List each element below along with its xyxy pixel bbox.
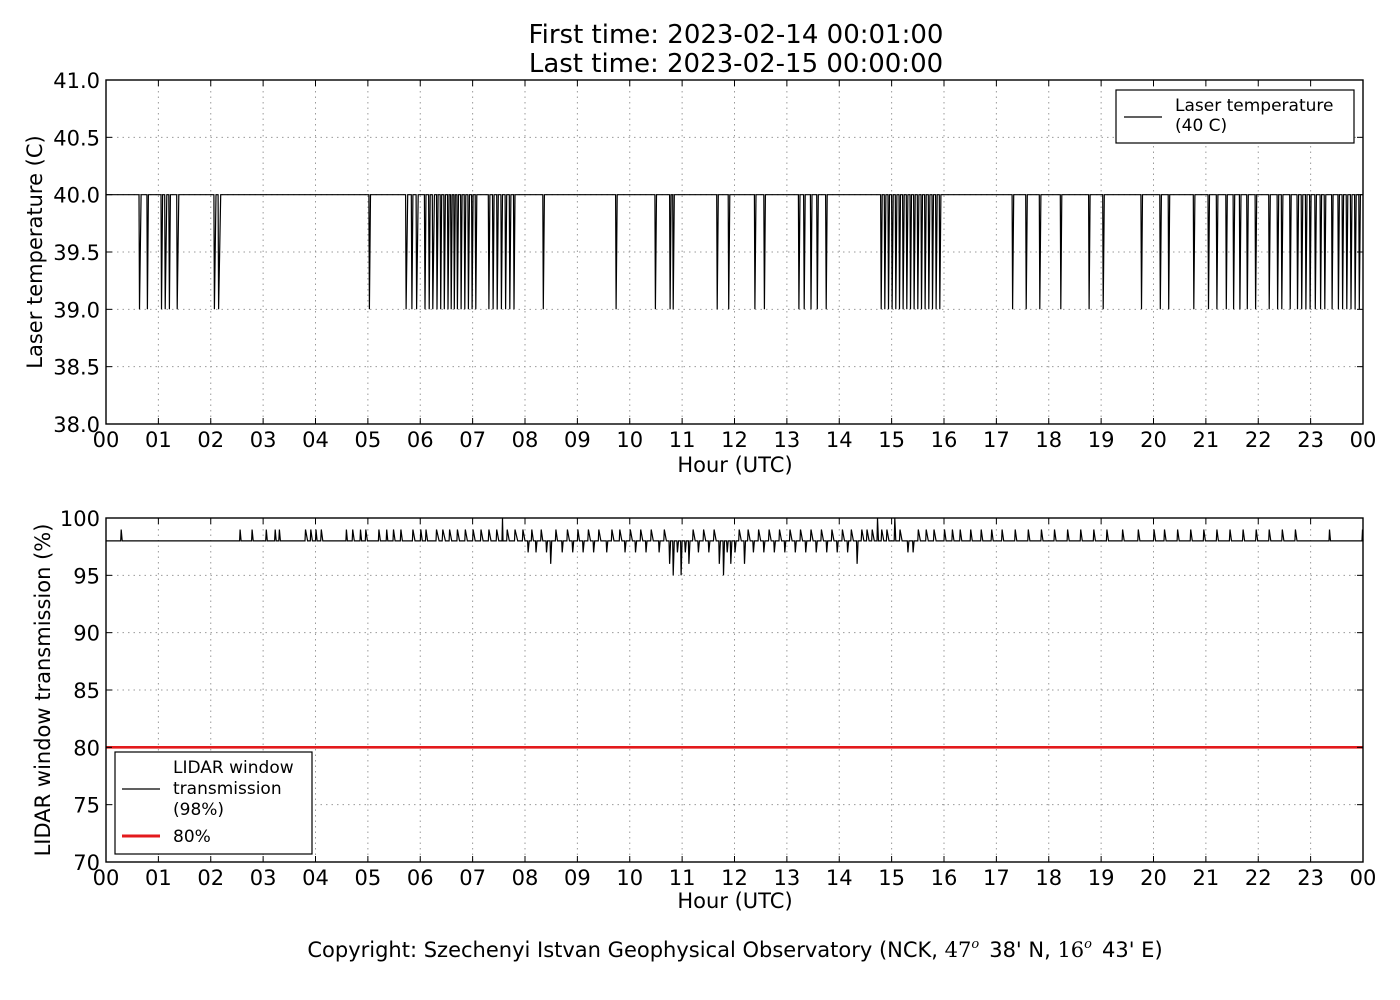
x-tick-label: 21 xyxy=(1193,428,1220,452)
x-tick-label: 06 xyxy=(407,866,434,890)
y-tick-label: 38.0 xyxy=(53,413,100,437)
legend-label-lidar-line1: LIDAR window xyxy=(173,758,294,778)
x-tick-label: 06 xyxy=(407,428,434,452)
x-tick-label: 10 xyxy=(616,866,643,890)
longitude-minutes: 43' E) xyxy=(1102,938,1163,962)
x-tick-label: 16 xyxy=(931,428,958,452)
series-line xyxy=(106,517,1364,576)
x-tick-label: 12 xyxy=(721,428,748,452)
laser-temperature-legend: Laser temperature (40 C) xyxy=(1115,89,1355,144)
x-tick-label: 02 xyxy=(197,428,224,452)
x-tick-label: 20 xyxy=(1140,428,1167,452)
laser-temperature-ticks: 00 01 02 03 04 05 06 07 08 09 10 11 12 13 14 15 16 17 18 19… xyxy=(53,69,1376,452)
lidar-transmission-panel: 00 01 02 03 04 05 06 07 08 09 10 11 12 13 14 15 16 17 18 19… xyxy=(31,507,1376,913)
y-tick-label: 95 xyxy=(73,564,100,588)
x-tick-label: 05 xyxy=(355,866,382,890)
x-tick-label: 14 xyxy=(826,866,853,890)
x-tick-label: 04 xyxy=(302,866,329,890)
longitude-degrees: 16 xyxy=(1057,938,1084,962)
x-tick-label: 11 xyxy=(669,866,696,890)
y-tick-label: 41.0 xyxy=(53,69,100,93)
x-tick-label: 01 xyxy=(145,866,172,890)
y-tick-label: 85 xyxy=(73,679,100,703)
x-tick-label: 09 xyxy=(564,428,591,452)
legend-label-lidar-line2: transmission xyxy=(173,779,282,799)
legend-label-laser-line1: Laser temperature xyxy=(1175,96,1333,116)
laser-temperature-panel: 00 01 02 03 04 05 06 07 08 09 10 11 12 13 14 15 16 17 18 19… xyxy=(23,69,1376,477)
laser-temperature-ylabel: Laser temperature (C) xyxy=(23,135,47,368)
lidar-transmission-xlabel: Hour (UTC) xyxy=(677,889,792,913)
x-tick-label: 14 xyxy=(826,428,853,452)
x-tick-label: 15 xyxy=(878,866,905,890)
x-tick-label: 16 xyxy=(931,866,958,890)
y-tick-label: 39.0 xyxy=(53,298,100,322)
x-tick-label: 19 xyxy=(1088,428,1115,452)
y-tick-label: 40.0 xyxy=(53,184,100,208)
y-tick-label: 40.5 xyxy=(53,126,100,150)
latitude-degrees: 47 xyxy=(945,938,972,962)
x-tick-label: 23 xyxy=(1297,428,1324,452)
laser-temperature-xlabel: Hour (UTC) xyxy=(677,453,792,477)
x-tick-label: 18 xyxy=(1035,866,1062,890)
laser-temperature-series xyxy=(106,194,1363,310)
x-tick-label: 20 xyxy=(1140,866,1167,890)
x-tick-label: 13 xyxy=(774,428,801,452)
x-tick-label: 10 xyxy=(616,428,643,452)
x-tick-label: 02 xyxy=(197,866,224,890)
x-tick-label: 09 xyxy=(564,866,591,890)
y-tick-label: 39.5 xyxy=(53,241,100,265)
legend-label-threshold: 80% xyxy=(173,827,211,847)
x-tick-label: 00 xyxy=(93,428,120,452)
x-tick-label: 08 xyxy=(512,866,539,890)
x-tick-label: 23 xyxy=(1297,866,1324,890)
x-tick-label: 17 xyxy=(983,428,1010,452)
x-tick-label: 21 xyxy=(1193,866,1220,890)
y-tick-label: 70 xyxy=(73,851,100,875)
legend-label-lidar-line3: (98%) xyxy=(173,800,224,820)
y-tick-label: 75 xyxy=(73,794,100,818)
x-tick-label: 12 xyxy=(721,866,748,890)
longitude-degree-mark: o xyxy=(1084,937,1092,952)
x-tick-label: 00 xyxy=(1350,866,1377,890)
x-tick-label: 01 xyxy=(145,428,172,452)
x-tick-label: 19 xyxy=(1088,866,1115,890)
x-tick-label: 13 xyxy=(774,866,801,890)
x-tick-label: 22 xyxy=(1245,428,1272,452)
y-tick-label: 80 xyxy=(73,736,100,760)
y-tick-label: 38.5 xyxy=(53,356,100,380)
x-tick-label: 15 xyxy=(878,428,905,452)
x-tick-label: 18 xyxy=(1035,428,1062,452)
lidar-transmission-ticks: 00 01 02 03 04 05 06 07 08 09 10 11 12 13 14 15 16 17 18 19… xyxy=(60,507,1376,890)
lidar-transmission-ylabel: LIDAR window transmission (%) xyxy=(31,524,55,857)
x-tick-label: 03 xyxy=(250,866,277,890)
y-tick-label: 100 xyxy=(60,507,100,531)
title-line-1: First time: 2023-02-14 00:01:00 xyxy=(529,20,944,50)
x-tick-label: 17 xyxy=(983,866,1010,890)
x-tick-label: 05 xyxy=(355,428,382,452)
x-tick-label: 04 xyxy=(302,428,329,452)
x-tick-label: 07 xyxy=(459,866,486,890)
title-line-2: Last time: 2023-02-15 00:00:00 xyxy=(529,49,943,79)
x-tick-label: 11 xyxy=(669,428,696,452)
legend-label-laser-line2: (40 C) xyxy=(1175,116,1227,136)
series-line xyxy=(106,194,1363,310)
x-tick-label: 00 xyxy=(93,866,120,890)
x-tick-label: 00 xyxy=(1350,428,1377,452)
copyright-main: Copyright: Szechenyi Istvan Geophysical … xyxy=(307,938,944,962)
x-tick-label: 03 xyxy=(250,428,277,452)
x-tick-label: 07 xyxy=(459,428,486,452)
lidar-transmission-series xyxy=(106,517,1364,749)
x-tick-label: 08 xyxy=(512,428,539,452)
latitude-degree-mark: o xyxy=(971,937,979,952)
latitude-minutes: 38' N, xyxy=(989,938,1057,962)
copyright-text: Copyright: Szechenyi Istvan Geophysical … xyxy=(307,937,1162,962)
y-tick-label: 90 xyxy=(73,622,100,646)
x-tick-label: 22 xyxy=(1245,866,1272,890)
lidar-transmission-legend: LIDAR window transmission (98%) 80% xyxy=(114,751,313,855)
